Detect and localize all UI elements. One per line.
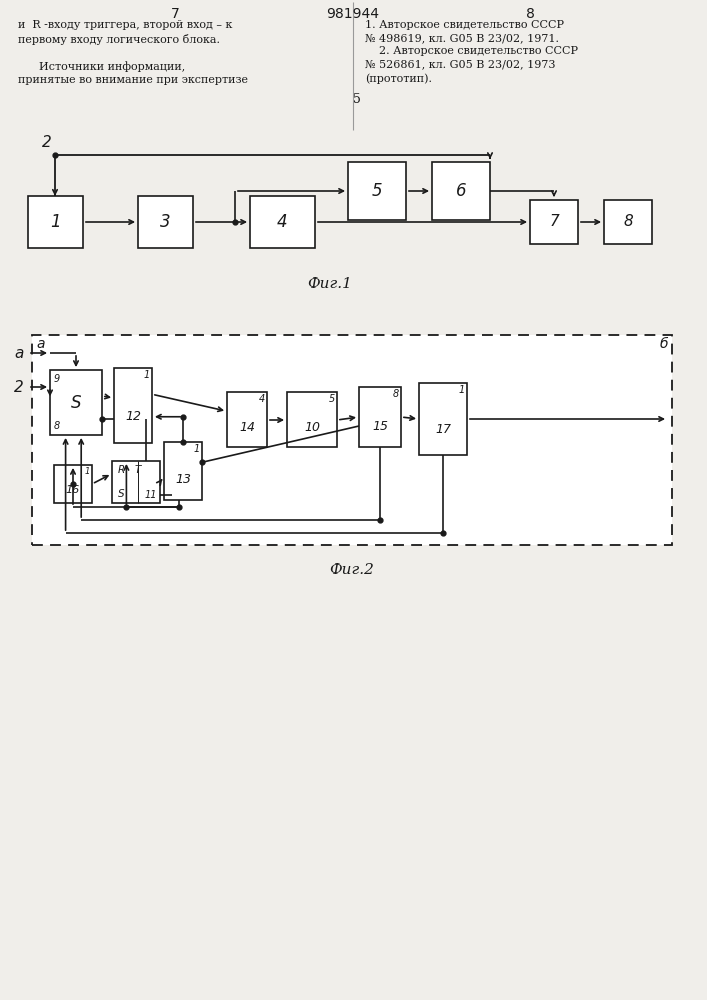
Bar <box>164 442 202 500</box>
Text: 981944: 981944 <box>327 7 380 21</box>
Bar <box>348 162 406 220</box>
Text: 14: 14 <box>239 421 255 434</box>
Text: а: а <box>14 346 23 360</box>
Text: 4: 4 <box>277 213 288 231</box>
Text: 1. Авторское свидетельство СССР
№ 498619, кл. G05 В 23/02, 1971.
    2. Авторско: 1. Авторское свидетельство СССР № 498619… <box>365 20 578 84</box>
Text: б: б <box>660 337 668 351</box>
Bar <box>114 368 152 443</box>
Text: 12: 12 <box>125 410 141 423</box>
Text: S: S <box>71 393 81 412</box>
Text: R: R <box>118 465 125 475</box>
Text: 8: 8 <box>393 389 399 399</box>
Text: 1: 1 <box>85 467 90 476</box>
Text: 2: 2 <box>42 135 52 150</box>
Bar <box>32 335 672 545</box>
Text: 4: 4 <box>259 394 265 404</box>
Text: 13: 13 <box>175 473 191 486</box>
Bar <box>432 162 490 220</box>
Text: 9: 9 <box>54 374 60 384</box>
Text: 10: 10 <box>304 421 320 434</box>
Text: 8: 8 <box>54 421 60 431</box>
Text: 1: 1 <box>459 385 465 395</box>
Text: 7: 7 <box>549 215 559 230</box>
Text: 11: 11 <box>144 490 157 500</box>
Text: а: а <box>36 337 45 351</box>
Text: 8: 8 <box>623 215 633 230</box>
Text: 5: 5 <box>329 394 335 404</box>
Bar <box>227 392 267 447</box>
Bar <box>50 370 102 435</box>
Text: 16: 16 <box>66 485 80 495</box>
Bar <box>604 200 652 244</box>
Bar <box>419 383 467 455</box>
Text: T: T <box>135 465 141 475</box>
Text: и  R -входу триггера, второй вход – к
первому входу логического блока.

      Ис: и R -входу триггера, второй вход – к пер… <box>18 20 248 85</box>
Text: 5: 5 <box>353 93 361 106</box>
Text: 2: 2 <box>14 379 24 394</box>
Bar <box>112 461 160 503</box>
Text: 17: 17 <box>435 423 451 436</box>
Text: 15: 15 <box>372 420 388 432</box>
Bar <box>287 392 337 447</box>
Text: Фиг.1: Фиг.1 <box>308 277 352 291</box>
Bar <box>250 196 315 248</box>
Text: 6: 6 <box>456 182 467 200</box>
Text: Фиг.2: Фиг.2 <box>329 563 375 577</box>
Text: 1: 1 <box>144 370 150 380</box>
Bar <box>28 196 83 248</box>
Text: 8: 8 <box>525 7 534 21</box>
Text: S: S <box>118 489 124 499</box>
Text: 5: 5 <box>372 182 382 200</box>
Bar <box>530 200 578 244</box>
Text: 1: 1 <box>194 444 200 454</box>
Text: 1: 1 <box>50 213 61 231</box>
Text: 3: 3 <box>160 213 171 231</box>
Bar <box>359 387 401 447</box>
Bar <box>138 196 193 248</box>
Text: 7: 7 <box>170 7 180 21</box>
Bar <box>54 465 92 503</box>
